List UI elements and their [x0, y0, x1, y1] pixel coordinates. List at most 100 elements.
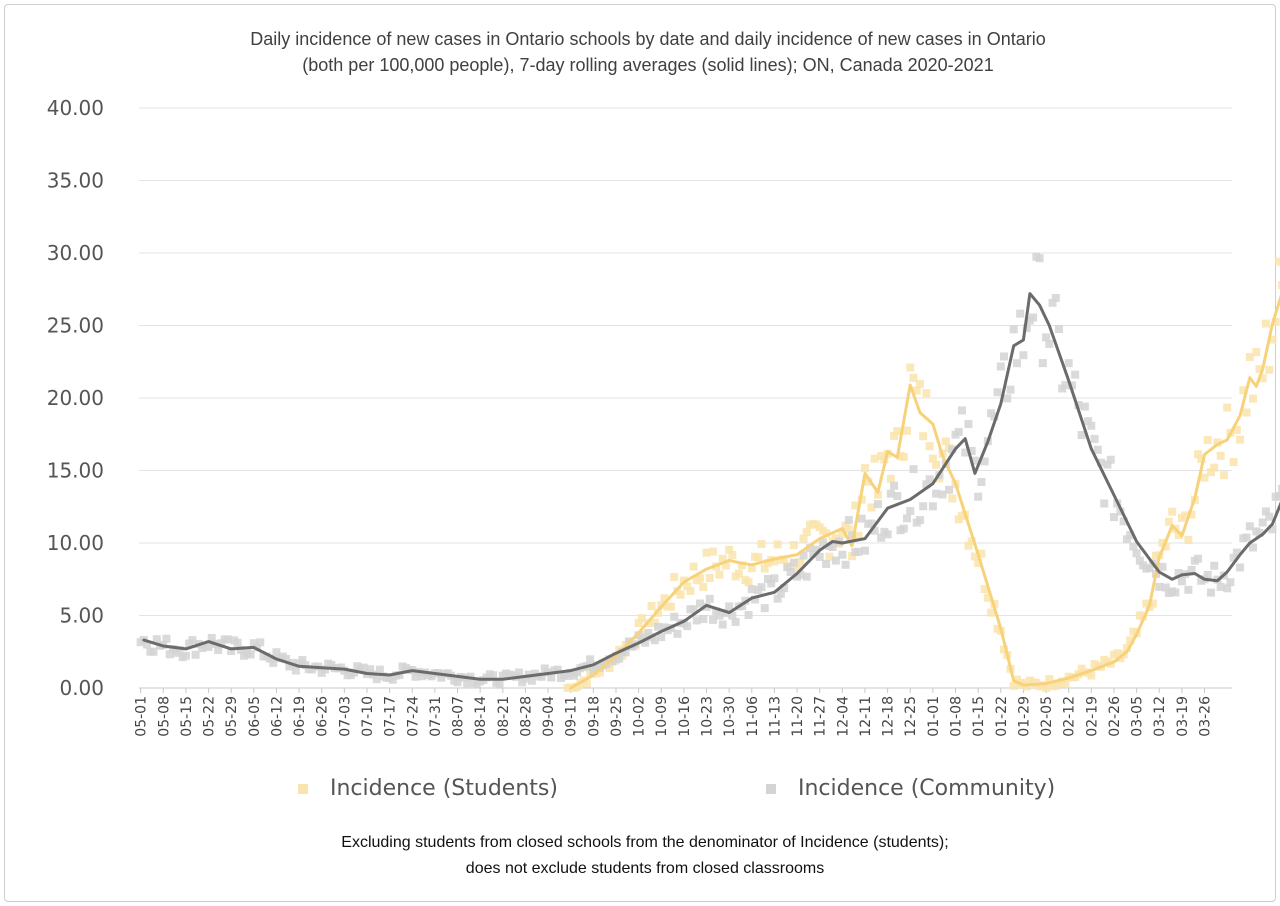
community-daily-point — [298, 655, 307, 664]
community-daily-point — [773, 594, 782, 603]
x-tick-label: 12-18 — [881, 696, 897, 737]
x-tick-label: 08-14 — [473, 696, 489, 737]
community-daily-point — [301, 661, 310, 670]
community-daily-point — [1042, 333, 1051, 342]
community-daily-point — [796, 570, 805, 579]
community-daily-point — [948, 445, 957, 454]
community-daily-point — [165, 650, 174, 659]
community-daily-point — [223, 635, 232, 644]
students-daily-point — [922, 389, 931, 398]
x-tick-label: 06-05 — [247, 696, 263, 737]
x-tick-label: 07-17 — [383, 696, 399, 737]
students-daily-point — [864, 477, 873, 486]
community-daily-point — [375, 665, 384, 674]
community-daily-point — [689, 605, 698, 614]
community-daily-point — [831, 556, 840, 565]
community-daily-point — [712, 607, 721, 616]
community-daily-point — [1249, 543, 1258, 552]
community-daily-point — [188, 636, 197, 645]
x-tick-label: 10-23 — [700, 696, 716, 737]
x-tick-label: 05-15 — [179, 696, 195, 737]
community-daily-point — [359, 663, 368, 672]
students-daily-point — [974, 559, 983, 568]
community-daily-point — [818, 538, 827, 547]
x-tick-label: 12-11 — [858, 696, 874, 737]
students-daily-point — [799, 534, 808, 543]
community-daily-point — [957, 406, 966, 415]
students-daily-point — [1219, 471, 1228, 480]
footnote: Excluding students from closed schools f… — [0, 830, 1280, 882]
community-daily-point — [657, 633, 666, 642]
community-daily-point — [802, 572, 811, 581]
community-daily-point — [1054, 324, 1063, 333]
students-daily-point — [1258, 374, 1267, 383]
students-daily-point — [932, 460, 941, 469]
students-daily-point — [1061, 679, 1070, 688]
students-daily-point — [744, 578, 753, 587]
community-daily-point — [269, 658, 278, 667]
students-daily-point — [1255, 365, 1264, 374]
series-lines — [142, 292, 1280, 690]
community-daily-point — [650, 636, 659, 645]
community-daily-point — [608, 657, 617, 666]
students-daily-point — [582, 679, 591, 688]
community-daily-point — [214, 645, 223, 654]
students-daily-point — [725, 545, 734, 554]
x-tick-label: 06-12 — [269, 696, 285, 737]
students-daily-point — [634, 619, 643, 628]
community-daily-point — [272, 648, 281, 657]
community-daily-point — [1242, 533, 1251, 542]
x-tick-label: 07-03 — [337, 696, 353, 737]
community-daily-point — [692, 616, 701, 625]
x-tick-label: 11-20 — [790, 696, 806, 737]
community-daily-point — [799, 551, 808, 560]
students-daily-point — [605, 663, 614, 672]
community-daily-point — [1097, 458, 1106, 467]
community-daily-point — [1210, 561, 1219, 570]
community-daily-point — [922, 480, 931, 489]
community-daily-point — [1016, 309, 1025, 318]
x-tick-label: 07-10 — [360, 696, 376, 737]
students-daily-point — [870, 454, 879, 463]
students-daily-point — [647, 602, 656, 611]
community-daily-point — [996, 362, 1005, 371]
legend-students: Incidence (Students) — [298, 776, 558, 801]
students-daily-point — [867, 503, 876, 512]
x-tick-label: 10-09 — [654, 696, 670, 737]
community-daily-point — [903, 514, 912, 523]
community-daily-point — [1258, 518, 1267, 527]
community-daily-point — [388, 675, 397, 684]
students-daily-point — [851, 501, 860, 510]
students-daily-point — [1242, 408, 1251, 417]
community-daily-point — [747, 585, 756, 594]
community-daily-point — [870, 526, 879, 535]
students-daily-point — [689, 562, 698, 571]
students-daily-point — [1012, 675, 1021, 684]
x-tick-label: 09-18 — [586, 696, 602, 737]
community-daily-point — [1093, 445, 1102, 454]
community-daily-point — [204, 643, 213, 652]
legend-students-marker — [298, 783, 308, 794]
students-daily-point — [1164, 517, 1173, 526]
community-daily-point — [980, 457, 989, 466]
community-daily-point — [1265, 512, 1274, 521]
community-daily-point — [744, 610, 753, 619]
x-tick-label: 03-05 — [1130, 696, 1146, 737]
community-daily-point — [1274, 492, 1280, 501]
students-daily-point — [1216, 451, 1225, 460]
students-daily-point — [1271, 318, 1280, 327]
community-daily-point — [961, 448, 970, 457]
community-daily-point — [812, 545, 821, 554]
students-daily-point — [670, 572, 679, 581]
community-daily-point — [886, 489, 895, 498]
community-daily-point — [1177, 577, 1186, 586]
community-daily-point — [1080, 402, 1089, 411]
community-daily-point — [838, 550, 847, 559]
community-daily-point — [1132, 549, 1141, 558]
students-daily-point — [770, 557, 779, 566]
students-daily-point — [893, 427, 902, 436]
community-daily-point — [282, 654, 291, 663]
community-daily-point — [1245, 522, 1254, 531]
community-daily-point — [1048, 298, 1057, 307]
community-daily-point — [673, 629, 682, 638]
